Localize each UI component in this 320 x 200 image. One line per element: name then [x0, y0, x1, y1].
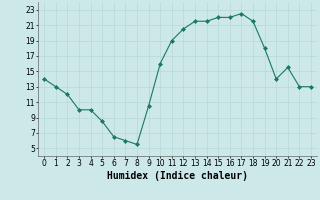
X-axis label: Humidex (Indice chaleur): Humidex (Indice chaleur) — [107, 171, 248, 181]
